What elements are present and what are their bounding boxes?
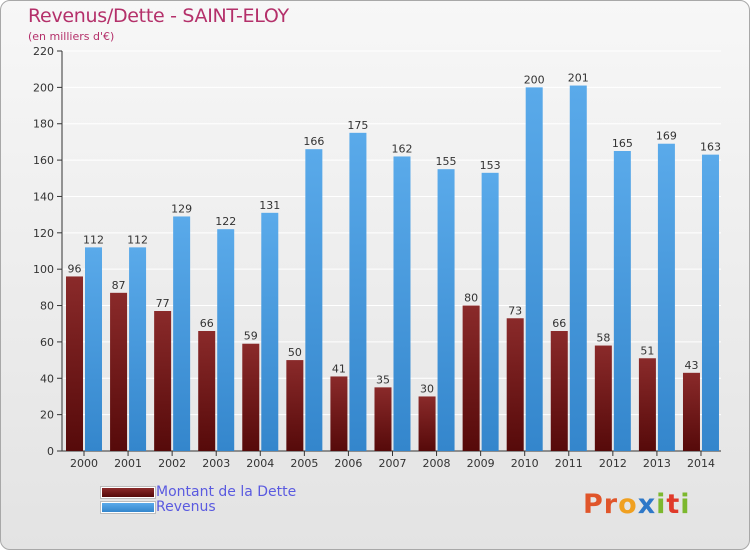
data-label-dette: 80: [464, 292, 478, 305]
data-label-dette: 41: [332, 362, 346, 375]
data-label-dette: 77: [156, 297, 170, 310]
data-label-revenus: 155: [436, 155, 457, 168]
x-tick-label: 2013: [643, 457, 671, 470]
data-label-dette: 59: [244, 330, 258, 343]
bar-revenus-2011: [569, 85, 587, 451]
y-tick-label: 40: [40, 372, 54, 385]
chart-title: Revenus/Dette - SAINT-ELOY: [28, 5, 289, 27]
bar-revenus-2006: [349, 132, 367, 451]
data-label-revenus: 131: [259, 199, 280, 212]
data-label-revenus: 175: [347, 119, 368, 132]
x-tick-label: 2007: [378, 457, 406, 470]
y-tick-label: 80: [40, 300, 54, 313]
proxiti-logo: Proxiti: [583, 489, 691, 520]
y-tick-label: 100: [33, 263, 54, 276]
x-tick-label: 2002: [158, 457, 186, 470]
bar-revenus-2012: [613, 151, 631, 451]
data-label-dette: 66: [552, 317, 566, 330]
bar-revenus-2005: [305, 149, 323, 451]
x-tick-label: 2006: [334, 457, 362, 470]
x-tick-label: 2005: [290, 457, 318, 470]
bars: [66, 85, 719, 452]
bar-dette-2007: [374, 387, 392, 451]
data-label-dette: 35: [376, 373, 390, 386]
legend-label-revenus: Revenus: [156, 499, 216, 515]
x-tick-label: 2010: [511, 457, 539, 470]
data-label-revenus: 169: [656, 130, 677, 143]
data-label-dette: 66: [200, 317, 214, 330]
y-tick-label: 140: [33, 190, 54, 203]
chart-subtitle: (en milliers d'€): [28, 30, 115, 43]
legend-swatch-revenus: [101, 502, 155, 513]
bar-dette-2001: [110, 292, 128, 451]
y-tick-label: 180: [33, 118, 54, 131]
data-label-revenus: 201: [568, 72, 589, 85]
bar-dette-2014: [682, 372, 700, 451]
bar-dette-2003: [198, 331, 216, 451]
bar-dette-2004: [242, 343, 260, 451]
bar-dette-2000: [66, 276, 83, 451]
bar-revenus-2003: [217, 229, 235, 451]
data-label-revenus: 162: [391, 142, 412, 155]
data-label-dette: 96: [68, 262, 82, 275]
x-tick-label: 2014: [687, 457, 715, 470]
bar-dette-2013: [638, 358, 656, 451]
bar-dette-2009: [462, 305, 480, 451]
data-label-revenus: 122: [215, 215, 236, 228]
x-tick-label: 2000: [70, 457, 98, 470]
x-tick-label: 2012: [599, 457, 627, 470]
bar-revenus-2001: [129, 247, 147, 451]
bar-dette-2011: [550, 331, 568, 451]
bar-dette-2006: [330, 376, 348, 451]
y-tick-label: 20: [40, 409, 54, 422]
x-tick-label: 2008: [423, 457, 451, 470]
y-tick-label: 160: [33, 154, 54, 167]
bar-revenus-2004: [261, 212, 279, 451]
data-label-dette: 51: [640, 344, 654, 357]
bar-dette-2012: [594, 345, 612, 451]
data-label-revenus: 153: [480, 159, 501, 172]
data-label-revenus: 112: [83, 233, 104, 246]
data-label-dette: 50: [288, 346, 302, 359]
bar-dette-2005: [286, 360, 304, 451]
bar-dette-2010: [506, 318, 524, 451]
x-tick-label: 2004: [246, 457, 274, 470]
bar-revenus-2007: [393, 156, 411, 452]
bar-revenus-2009: [481, 172, 499, 451]
data-labels: 96 112 87 112 77 129 66 122 59 131 50 166 41 175 35 162…: [68, 72, 721, 396]
y-tick-label: 0: [47, 445, 54, 458]
bar-revenus-2013: [657, 143, 675, 451]
x-tick-label: 2009: [467, 457, 495, 470]
x-tick-label: 2003: [202, 457, 230, 470]
x-tick-label: 2001: [114, 457, 142, 470]
legend-swatch-dette: [101, 487, 155, 498]
bar-revenus-2014: [701, 154, 719, 452]
data-label-revenus: 166: [303, 135, 324, 148]
bar-revenus-2008: [437, 169, 455, 451]
bar-revenus-2010: [525, 87, 543, 451]
y-tick-label: 200: [33, 81, 54, 94]
data-label-revenus: 112: [127, 233, 148, 246]
y-tick-label: 120: [33, 227, 54, 240]
bar-revenus-2000: [85, 247, 102, 451]
bar-dette-2002: [154, 311, 172, 451]
bar-revenus-2002: [173, 216, 191, 451]
y-tick-label: 220: [33, 45, 54, 58]
x-tick-label: 2011: [555, 457, 583, 470]
data-label-dette: 30: [420, 382, 434, 395]
data-label-revenus: 200: [524, 73, 545, 86]
data-label-dette: 87: [112, 279, 126, 292]
y-tick-label: 60: [40, 336, 54, 349]
data-label-dette: 58: [596, 332, 610, 345]
data-label-revenus: 163: [700, 141, 721, 154]
legend-label-dette: Montant de la Dette: [156, 484, 297, 500]
bar-dette-2008: [418, 396, 436, 451]
data-label-revenus: 165: [612, 137, 633, 150]
data-label-revenus: 129: [171, 202, 192, 215]
data-label-dette: 43: [684, 359, 698, 372]
data-label-dette: 73: [508, 304, 522, 317]
